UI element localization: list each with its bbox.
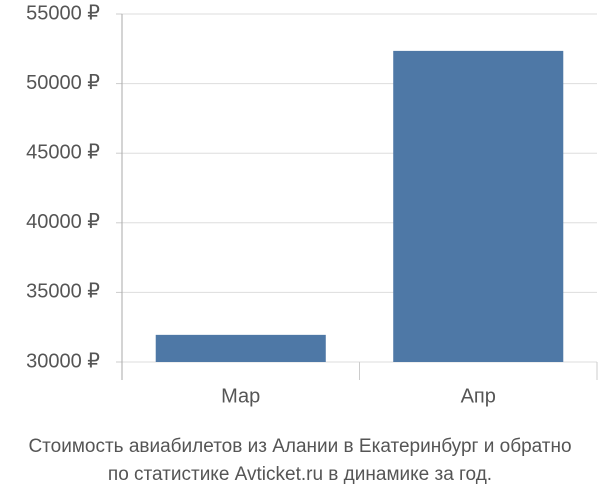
y-tick-label: 55000 ₽ bbox=[26, 2, 100, 24]
chart-title: по статистике Avticket.ru в динамике за … bbox=[108, 464, 492, 485]
bar bbox=[393, 50, 564, 362]
y-tick-label: 35000 ₽ bbox=[26, 281, 100, 303]
bar bbox=[155, 334, 326, 362]
x-tick-label: Апр bbox=[461, 385, 496, 407]
y-tick-label: 30000 ₽ bbox=[26, 350, 100, 372]
y-tick-label: 50000 ₽ bbox=[26, 72, 100, 94]
chart-title: Стоимость авиабилетов из Алании в Екатер… bbox=[28, 436, 571, 457]
y-tick-label: 40000 ₽ bbox=[26, 211, 100, 233]
x-tick-label: Мар bbox=[221, 385, 260, 407]
y-tick-label: 45000 ₽ bbox=[26, 141, 100, 163]
